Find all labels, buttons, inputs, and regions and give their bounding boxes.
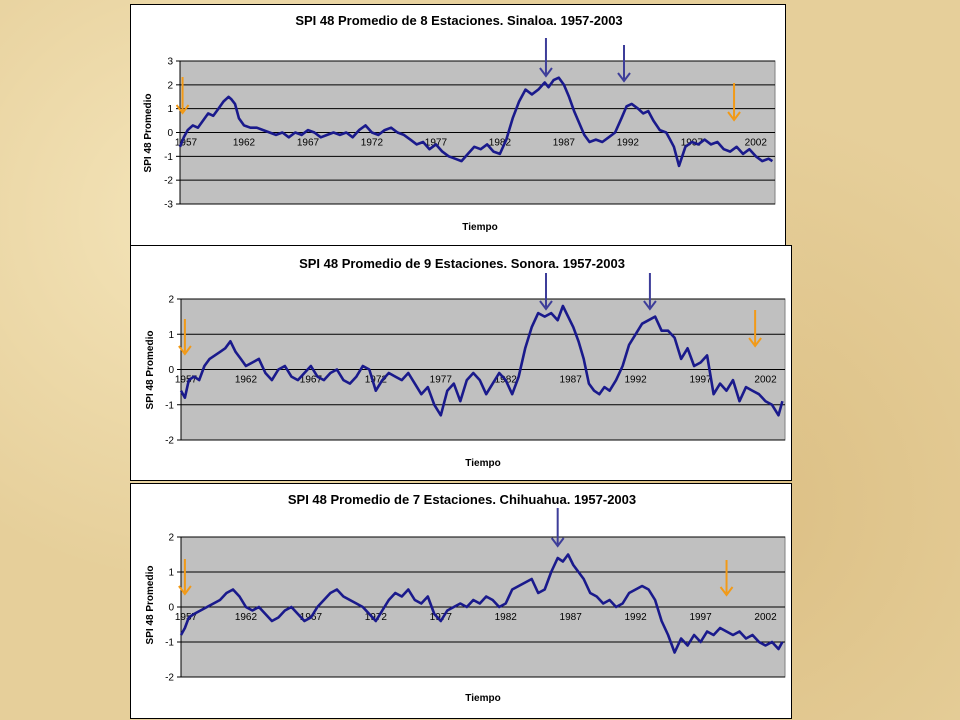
series-line xyxy=(179,553,784,654)
blue-arrow-marker-head xyxy=(539,300,553,311)
orange-arrow-marker-head xyxy=(178,585,192,596)
x-tick-label: 1997 xyxy=(689,375,712,386)
orange-arrow-marker xyxy=(178,559,192,596)
blue-arrow-marker xyxy=(643,273,657,311)
y-tick-label: -1 xyxy=(165,638,174,649)
x-tick-label: 1957 xyxy=(175,375,198,386)
x-tick-label: 1977 xyxy=(430,612,453,623)
x-tick-label: 1962 xyxy=(233,138,256,149)
y-axis-label: SPI 48 Promedio xyxy=(143,94,154,173)
x-axis-label: Tiempo xyxy=(465,693,500,704)
x-tick-label: 2002 xyxy=(754,375,777,386)
x-axis-label: Tiempo xyxy=(462,222,497,233)
chart-sonora: SPI 48 Promedio de 9 Estaciones. Sonora.… xyxy=(130,245,792,481)
blue-arrow-marker-head xyxy=(539,67,553,78)
chart-title: SPI 48 Promedio de 7 Estaciones. Chihuah… xyxy=(288,492,636,507)
orange-arrow-marker xyxy=(719,560,734,597)
chart-svg-sonora: SPI 48 Promedio de 9 Estaciones. Sonora.… xyxy=(145,256,786,469)
x-tick-label: 1987 xyxy=(553,138,576,149)
blue-arrow-marker-head xyxy=(550,537,565,548)
x-tick-label: 1972 xyxy=(361,138,384,149)
y-tick-label: 1 xyxy=(168,330,174,341)
y-tick-label: -1 xyxy=(164,152,173,163)
x-tick-label: 1977 xyxy=(430,375,453,386)
x-tick-label: 1962 xyxy=(235,612,258,623)
y-tick-label: -2 xyxy=(164,176,173,187)
x-tick-label: 1957 xyxy=(175,612,198,623)
y-tick-label: 0 xyxy=(168,603,174,614)
blue-arrow-marker xyxy=(539,273,553,311)
blue-arrow-marker xyxy=(550,508,565,548)
x-tick-label: 1997 xyxy=(689,612,712,623)
y-tick-label: -2 xyxy=(165,436,174,447)
chart-sinaloa: SPI 48 Promedio de 8 Estaciones. Sinaloa… xyxy=(130,4,786,246)
orange-arrow-marker-head xyxy=(727,111,741,122)
chart-svg-chihuahua: SPI 48 Promedio de 7 Estaciones. Chihuah… xyxy=(145,492,786,704)
x-tick-label: 1972 xyxy=(365,375,388,386)
series-line xyxy=(178,76,774,168)
y-tick-label: -3 xyxy=(164,200,173,211)
x-tick-label: 1972 xyxy=(365,612,388,623)
y-axis-label: SPI 48 Promedio xyxy=(145,331,156,410)
y-tick-label: -1 xyxy=(165,400,174,411)
y-tick-label: 0 xyxy=(168,365,174,376)
x-tick-label: 1992 xyxy=(617,138,640,149)
blue-arrow-marker-head xyxy=(617,72,631,83)
x-axis-label: Tiempo xyxy=(465,458,500,469)
orange-arrow-marker xyxy=(748,310,762,348)
y-axis-label: SPI 48 Promedio xyxy=(145,566,156,645)
y-tick-label: 2 xyxy=(168,533,174,544)
y-tick-label: -2 xyxy=(165,673,174,684)
chart-svg-sinaloa: SPI 48 Promedio de 8 Estaciones. Sinaloa… xyxy=(143,13,776,233)
y-tick-label: 0 xyxy=(167,128,173,139)
x-tick-label: 1992 xyxy=(624,375,647,386)
y-tick-label: 1 xyxy=(167,104,173,115)
y-tick-label: 2 xyxy=(167,80,173,91)
orange-arrow-marker-head xyxy=(175,104,190,115)
x-tick-label: 1987 xyxy=(560,375,583,386)
x-tick-label: 1992 xyxy=(624,612,647,623)
chart-title: SPI 48 Promedio de 9 Estaciones. Sonora.… xyxy=(299,256,625,271)
series-line xyxy=(179,304,784,417)
orange-arrow-marker xyxy=(175,77,190,115)
x-tick-label: 1977 xyxy=(425,138,448,149)
x-tick-label: 2002 xyxy=(754,612,777,623)
orange-arrow-marker xyxy=(727,83,741,122)
x-tick-label: 1982 xyxy=(489,138,512,149)
chart-title: SPI 48 Promedio de 8 Estaciones. Sinaloa… xyxy=(295,13,622,28)
x-tick-label: 1982 xyxy=(495,612,518,623)
orange-arrow-marker-head xyxy=(748,337,762,348)
x-tick-label: 1962 xyxy=(235,375,258,386)
blue-arrow-marker xyxy=(617,45,631,83)
x-tick-label: 1957 xyxy=(175,138,198,149)
x-tick-label: 1967 xyxy=(297,138,320,149)
x-tick-label: 2002 xyxy=(745,138,768,149)
y-tick-label: 3 xyxy=(167,57,173,68)
blue-arrow-marker-head xyxy=(643,300,657,311)
orange-arrow-marker xyxy=(178,319,192,356)
blue-arrow-marker xyxy=(539,38,553,78)
orange-arrow-marker-head xyxy=(719,586,734,597)
orange-arrow-marker-head xyxy=(178,345,192,356)
x-tick-label: 1967 xyxy=(300,375,323,386)
y-tick-label: 1 xyxy=(168,568,174,579)
chart-chihuahua: SPI 48 Promedio de 7 Estaciones. Chihuah… xyxy=(130,483,792,719)
x-tick-label: 1987 xyxy=(560,612,583,623)
y-tick-label: 2 xyxy=(168,295,174,306)
